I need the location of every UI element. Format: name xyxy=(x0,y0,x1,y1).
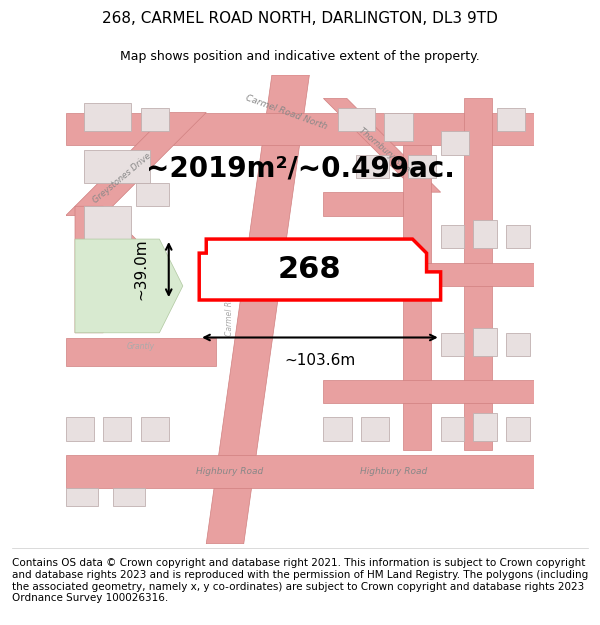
Polygon shape xyxy=(440,225,464,248)
Polygon shape xyxy=(440,418,464,441)
Text: Carmel Road North: Carmel Road North xyxy=(244,94,328,131)
Text: Carmel Road North: Carmel Road North xyxy=(225,264,234,336)
Polygon shape xyxy=(65,112,535,145)
Polygon shape xyxy=(506,332,530,356)
Polygon shape xyxy=(103,418,131,441)
Polygon shape xyxy=(65,112,206,216)
Polygon shape xyxy=(506,225,530,248)
Polygon shape xyxy=(85,103,131,131)
Text: Highbury Road: Highbury Road xyxy=(360,467,427,476)
Polygon shape xyxy=(361,418,389,441)
Polygon shape xyxy=(440,332,464,356)
Polygon shape xyxy=(199,239,440,300)
Polygon shape xyxy=(206,75,310,544)
Polygon shape xyxy=(408,154,436,178)
Polygon shape xyxy=(140,418,169,441)
Polygon shape xyxy=(65,338,215,366)
Text: ~39.0m: ~39.0m xyxy=(133,239,148,301)
Polygon shape xyxy=(337,107,375,131)
Polygon shape xyxy=(506,418,530,441)
Polygon shape xyxy=(85,206,131,244)
Polygon shape xyxy=(356,154,389,178)
Text: ~103.6m: ~103.6m xyxy=(284,354,356,368)
Polygon shape xyxy=(75,239,183,332)
Text: 268: 268 xyxy=(278,255,341,284)
Text: Grantly: Grantly xyxy=(127,342,155,351)
Text: 268, CARMEL ROAD NORTH, DARLINGTON, DL3 9TD: 268, CARMEL ROAD NORTH, DARLINGTON, DL3 … xyxy=(102,11,498,26)
Polygon shape xyxy=(75,206,136,332)
Polygon shape xyxy=(323,379,535,403)
Polygon shape xyxy=(323,262,535,286)
Polygon shape xyxy=(403,145,431,450)
Polygon shape xyxy=(65,488,98,506)
Polygon shape xyxy=(140,107,169,131)
Polygon shape xyxy=(440,131,469,154)
Polygon shape xyxy=(385,112,413,141)
Polygon shape xyxy=(136,182,169,206)
Polygon shape xyxy=(473,220,497,248)
Polygon shape xyxy=(65,455,535,488)
Polygon shape xyxy=(497,107,525,131)
Polygon shape xyxy=(113,488,145,506)
Polygon shape xyxy=(473,328,497,356)
Text: Greystones Drive: Greystones Drive xyxy=(91,151,152,205)
Polygon shape xyxy=(473,412,497,441)
Text: ~2019m²/~0.499ac.: ~2019m²/~0.499ac. xyxy=(146,155,454,182)
Polygon shape xyxy=(323,192,403,216)
Polygon shape xyxy=(464,98,492,450)
Text: Thornbury Rise: Thornbury Rise xyxy=(357,126,412,174)
Text: Contains OS data © Crown copyright and database right 2021. This information is : Contains OS data © Crown copyright and d… xyxy=(12,558,588,603)
Text: Highbury Road: Highbury Road xyxy=(196,467,263,476)
Polygon shape xyxy=(85,150,150,182)
Polygon shape xyxy=(323,98,440,192)
Text: Map shows position and indicative extent of the property.: Map shows position and indicative extent… xyxy=(120,50,480,62)
Polygon shape xyxy=(323,418,352,441)
Polygon shape xyxy=(65,418,94,441)
